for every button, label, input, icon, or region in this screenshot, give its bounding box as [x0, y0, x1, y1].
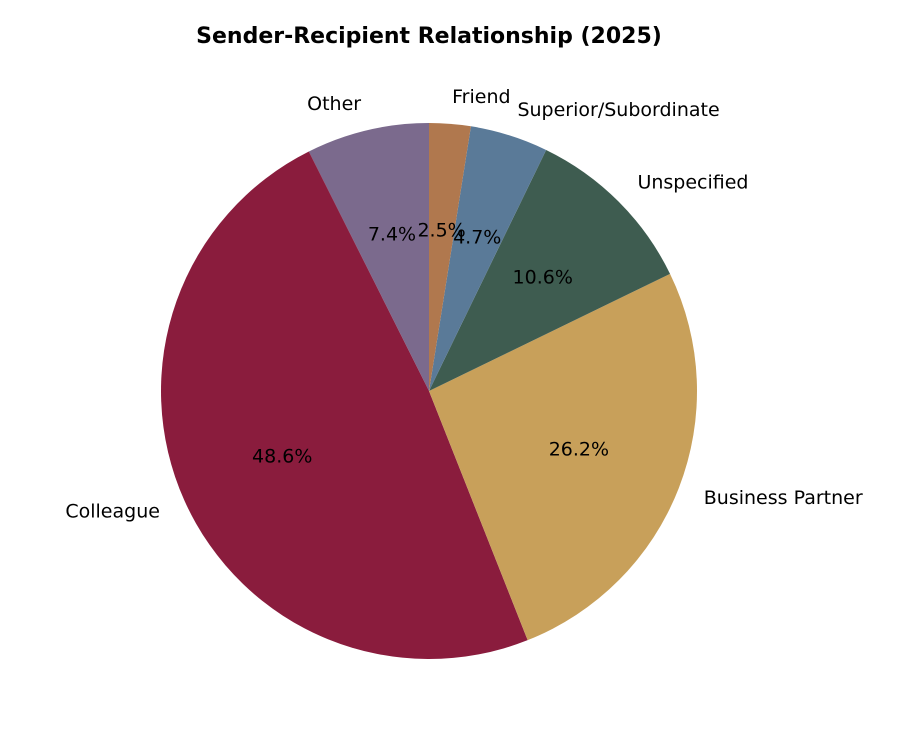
pie-slice-unspecified — [429, 149, 671, 391]
pie-slices — [160, 123, 697, 660]
pie-slice-business-partner — [429, 273, 697, 641]
slice-percent-label: 10.6% — [513, 266, 573, 288]
slice-percent-label: 7.4% — [368, 224, 416, 246]
pie-slice-other — [308, 123, 429, 391]
pie-slice-friend — [429, 123, 471, 391]
pie-labels: 7.4% Other 48.6% Colleague 26.2% Business Par… — [65, 86, 862, 522]
chart-title: Sender-Recipient Relationship (2025) — [196, 24, 662, 49]
slice-percent-label: 2.5% — [417, 220, 465, 242]
slice-category-label: Superior/Subordinate — [517, 99, 719, 121]
slice-percent-label: 26.2% — [549, 438, 609, 460]
pie-slice-colleague — [160, 151, 528, 660]
slice-category-label: Unspecified — [637, 172, 748, 194]
slice-percent-label: 4.7% — [453, 227, 501, 249]
slice-category-label: Other — [307, 93, 361, 115]
pie-slice-superior-subordinate — [429, 126, 547, 391]
slice-category-label: Colleague — [65, 500, 160, 522]
slice-percent-label: 48.6% — [252, 446, 312, 468]
slice-category-label: Business Partner — [704, 487, 863, 509]
slice-category-label: Friend — [452, 86, 510, 108]
